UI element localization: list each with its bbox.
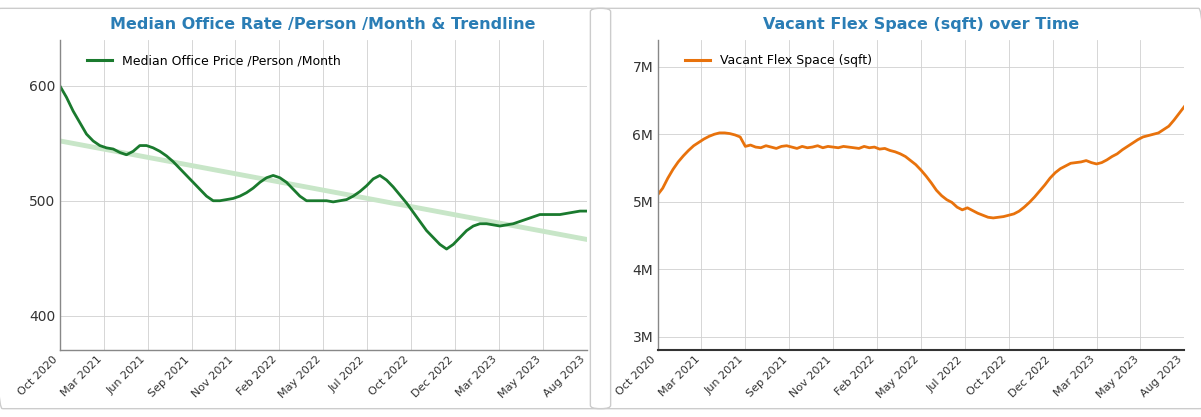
- Legend: Median Office Price /Person /Month: Median Office Price /Person /Month: [82, 49, 346, 72]
- Legend: Vacant Flex Space (sqft): Vacant Flex Space (sqft): [680, 49, 877, 72]
- Title: Vacant Flex Space (sqft) over Time: Vacant Flex Space (sqft) over Time: [763, 17, 1078, 32]
- Title: Median Office Rate /Person /Month & Trendline: Median Office Rate /Person /Month & Tren…: [110, 17, 536, 32]
